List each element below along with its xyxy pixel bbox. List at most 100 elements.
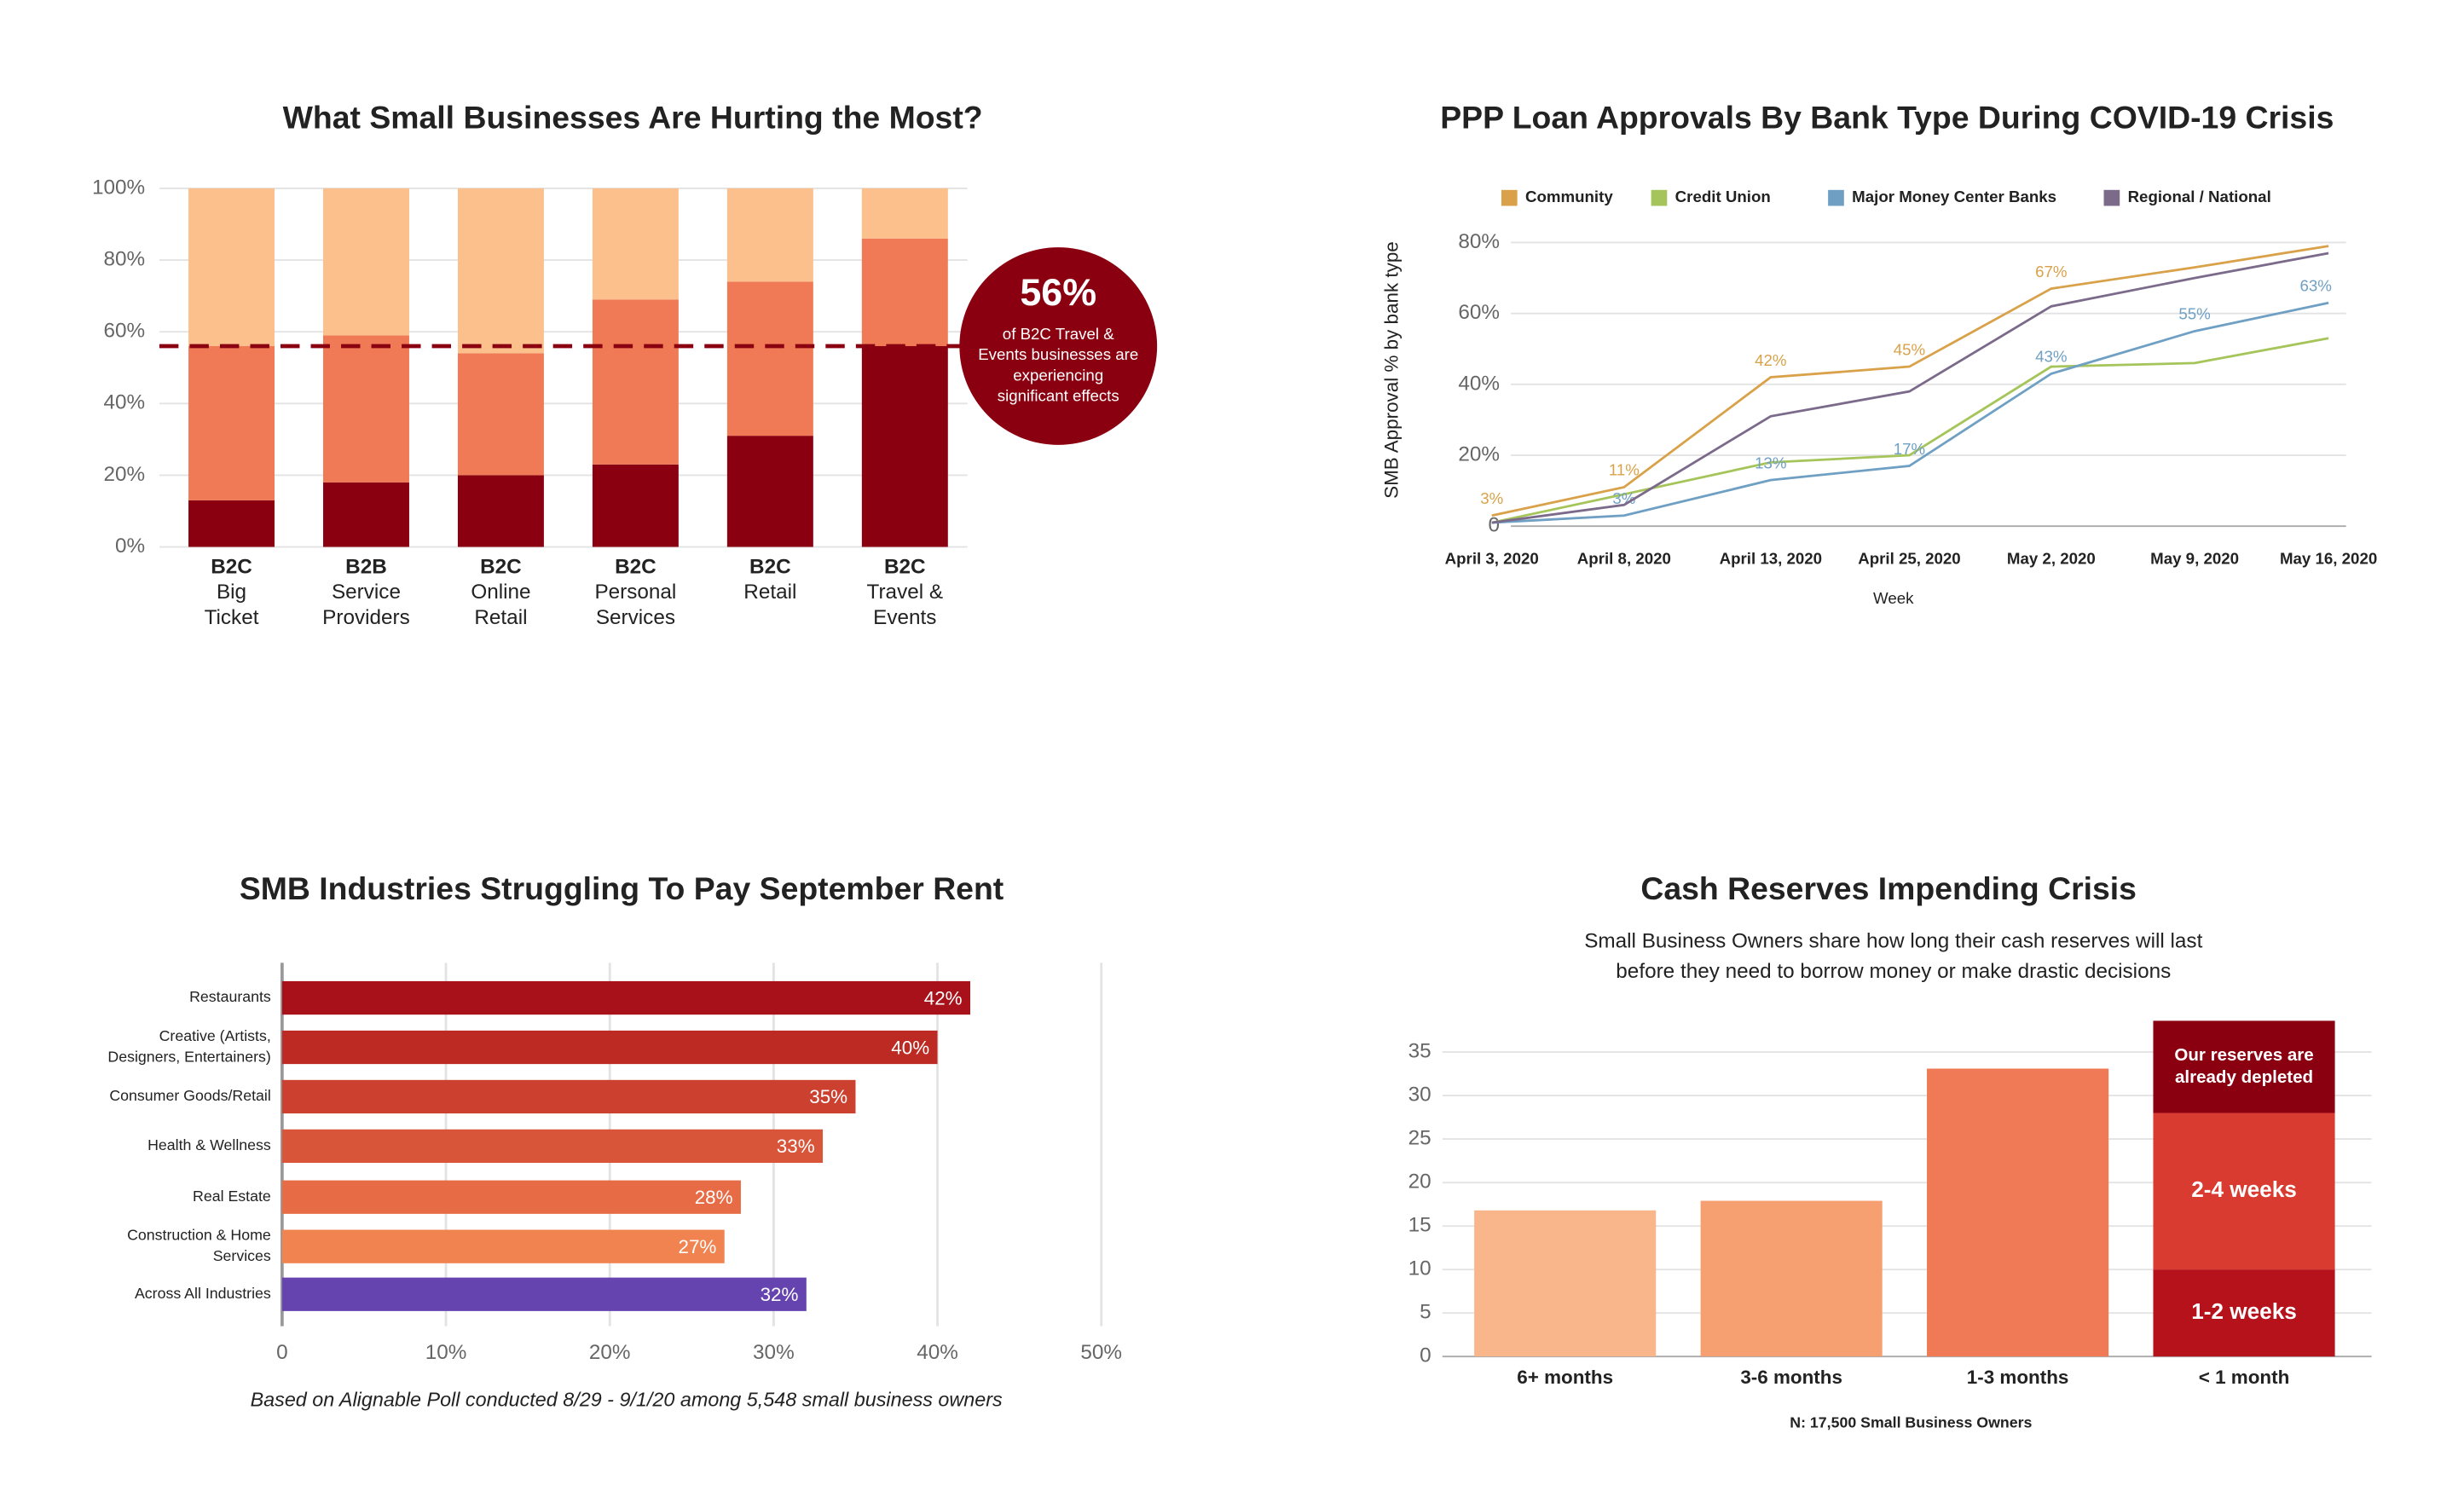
x-tick-label: Big [217, 581, 246, 604]
y-tick-label: 35 [1408, 1040, 1432, 1063]
y-tick-label: Restaurants [189, 988, 271, 1005]
x-tick-label: Ticket [205, 606, 259, 629]
data-label: 67% [2035, 263, 2067, 280]
line [1491, 251, 2329, 524]
x-tick-label: April 8, 2020 [1577, 549, 1671, 567]
bar-segment [457, 475, 544, 547]
x-tick-label: April 13, 2020 [1720, 549, 1823, 567]
y-tick-label: 60% [1458, 301, 1500, 324]
y-tick-label: 40% [1458, 372, 1500, 395]
annotation-text: Events businesses are [978, 345, 1138, 363]
x-tick-label: April 3, 2020 [1445, 549, 1539, 567]
segment-label: 2-4 weeks [2191, 1176, 2297, 1202]
chart-title: SMB Industries Struggling To Pay Septemb… [240, 870, 1004, 906]
segment-label: already depleted [2175, 1067, 2313, 1087]
bar-segment [188, 188, 275, 346]
data-label: 11% [1609, 461, 1640, 479]
segment-label: 1-2 weeks [2191, 1298, 2297, 1324]
y-tick-label: 0% [115, 535, 145, 558]
bar-segment [861, 188, 948, 239]
bar-segment [457, 188, 544, 354]
y-tick-label: Consumer Goods/Retail [109, 1087, 270, 1104]
line [1491, 301, 2329, 524]
annotation-text: experiencing [1013, 366, 1103, 384]
bar [1474, 1210, 1657, 1357]
x-tick-label: Retail [743, 581, 796, 604]
bar [1927, 1068, 2109, 1357]
bar-segment [2153, 1020, 2335, 1113]
y-tick-label: Creative (Artists, [159, 1027, 271, 1044]
bar-segment [2153, 1269, 2335, 1357]
annotation-circle [959, 247, 1158, 445]
legend-label: Credit Union [1675, 188, 1771, 205]
x-tick-label: Retail [474, 606, 527, 629]
y-tick-label: 20 [1408, 1170, 1432, 1194]
y-tick-label: Designers, Entertainers) [107, 1048, 270, 1065]
legend-label: Major Money Center Banks [1852, 188, 2056, 205]
data-label: 55% [2178, 305, 2210, 323]
x-tick-label: 30% [753, 1341, 795, 1364]
x-tick-label: 10% [425, 1341, 467, 1364]
x-axis-label: Week [1873, 589, 1914, 607]
bar-segment [726, 436, 813, 547]
data-label: 27% [678, 1236, 716, 1257]
bar-segment [592, 464, 679, 547]
y-tick-label: 15 [1408, 1214, 1432, 1237]
annotation-value: 56% [1020, 270, 1096, 314]
legend-swatch [1651, 189, 1668, 206]
data-label: 17% [1894, 440, 1925, 458]
x-tick-label: 20% [589, 1341, 631, 1364]
x-tick-label: May 2, 2020 [2007, 549, 2096, 567]
chart-title: What Small Businesses Are Hurting the Mo… [283, 99, 983, 135]
data-label: 35% [809, 1086, 847, 1107]
y-tick-label: Real Estate [193, 1188, 271, 1205]
x-tick-label: B2C [211, 555, 252, 578]
x-tick-label: B2C [884, 555, 926, 578]
legend-swatch [1828, 189, 1844, 206]
legend-label: Regional / National [2128, 188, 2271, 205]
bar [281, 1079, 856, 1114]
x-tick-label: Online [471, 581, 530, 604]
y-tick-label: 20% [1458, 442, 1500, 465]
x-tick-label: Services [596, 606, 675, 629]
x-tick-label: 50% [1080, 1341, 1122, 1364]
data-label: 63% [2299, 276, 2331, 294]
bar-segment [323, 188, 409, 336]
y-tick-label: 60% [103, 320, 145, 343]
y-tick-label: Construction & Home [127, 1227, 271, 1244]
x-tick-label: 3-6 months [1740, 1367, 1842, 1388]
x-tick-label: B2C [615, 555, 656, 578]
bar [281, 1030, 938, 1065]
bar-segment [457, 353, 544, 476]
bar-segment [323, 335, 409, 483]
bar [1700, 1200, 1883, 1357]
x-tick-label: 1-3 months [1967, 1367, 2069, 1388]
x-tick-label: Personal [594, 581, 676, 604]
data-label: 33% [777, 1136, 815, 1157]
chart-title: PPP Loan Approvals By Bank Type During C… [1440, 99, 2334, 135]
annotation-text: significant effects [998, 387, 1119, 405]
legend-swatch [2103, 189, 2120, 206]
x-tick-label: < 1 month [2199, 1367, 2290, 1388]
bar [281, 1277, 807, 1311]
subtitle: Small Business Owners share how long the… [1584, 930, 2202, 953]
y-tick-label: 100% [92, 176, 145, 199]
y-tick-label: 25 [1408, 1127, 1432, 1150]
y-tick-label: 40% [103, 391, 145, 414]
x-tick-label: Service [332, 581, 401, 604]
line [1491, 337, 2329, 524]
segment-label: Our reserves are [2174, 1045, 2313, 1065]
annotation-text: of B2C Travel & [1003, 325, 1114, 343]
x-tick-label: 6+ months [1517, 1367, 1613, 1388]
y-tick-label: 5 [1420, 1301, 1432, 1324]
x-tick-label: May 9, 2020 [2150, 549, 2239, 567]
y-tick-label: 30 [1408, 1084, 1432, 1107]
x-tick-label: Travel & [867, 581, 944, 604]
footnote: Based on Alignable Poll conducted 8/29 -… [251, 1389, 1003, 1411]
x-tick-label: B2C [749, 555, 791, 578]
bar-segment [592, 188, 679, 300]
y-tick-label: 0 [1420, 1344, 1432, 1367]
line [1491, 245, 2329, 517]
data-label: 42% [1755, 351, 1786, 369]
